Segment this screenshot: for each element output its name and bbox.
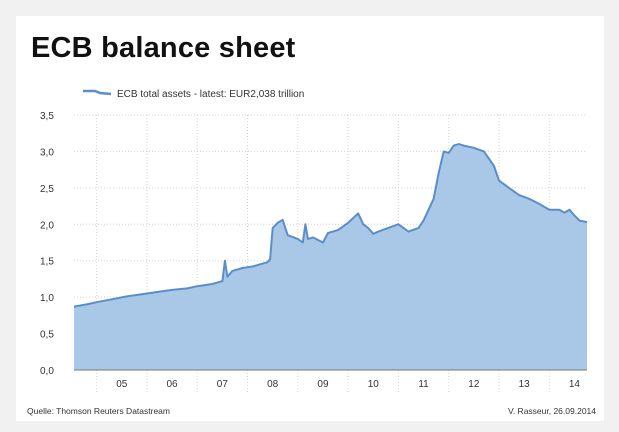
y-tick-label: 3,0 [40,147,54,158]
area-layer [73,143,588,370]
x-tick-label: 07 [217,379,229,390]
series-area [74,144,587,370]
y-tick-label: 3,5 [40,111,54,122]
x-tick-label: 09 [317,379,329,390]
source-note: Quelle: Thomson Reuters Datastream [27,406,170,416]
x-tick-label: 08 [267,379,279,390]
x-tick-label: 14 [569,379,581,390]
x-tick-label: 11 [418,379,429,390]
y-tick-label: 0,0 [40,366,54,377]
y-tick-label: 1,5 [40,257,54,268]
y-tick-label: 2,0 [40,220,54,231]
x-tick-label: 05 [116,379,128,390]
legend: ECB total assets - latest: EUR2,038 tril… [83,89,304,100]
y-tick-label: 2,5 [40,184,54,195]
legend-label: ECB total assets - latest: EUR2,038 tril… [117,89,304,100]
x-tick-label: 12 [468,379,480,390]
axis-layer: 0,0 0,5 1,0 1,5 2,0 2,5 3,0 3,5 05 06 07 08 09 10 11 12… [40,111,587,390]
x-tick-label: 10 [368,379,380,390]
x-tick-label: 06 [167,379,179,390]
credit-note: V. Rasseur, 26.09.2014 [507,406,596,416]
series-line [73,143,588,308]
chart-card: ECB balance sheet 0,0 0,5 1,0 1,5 2,0 2,5 3,0 3… [16,16,604,421]
y-tick-label: 0,5 [40,330,54,341]
legend-swatch [83,89,112,96]
chart-title: ECB balance sheet [31,32,296,64]
chart: 0,0 0,5 1,0 1,5 2,0 2,5 3,0 3,5 05 06 07 08 09 10 11 12… [40,89,588,392]
y-tick-label: 1,0 [40,293,54,304]
x-tick-label: 13 [519,379,531,390]
